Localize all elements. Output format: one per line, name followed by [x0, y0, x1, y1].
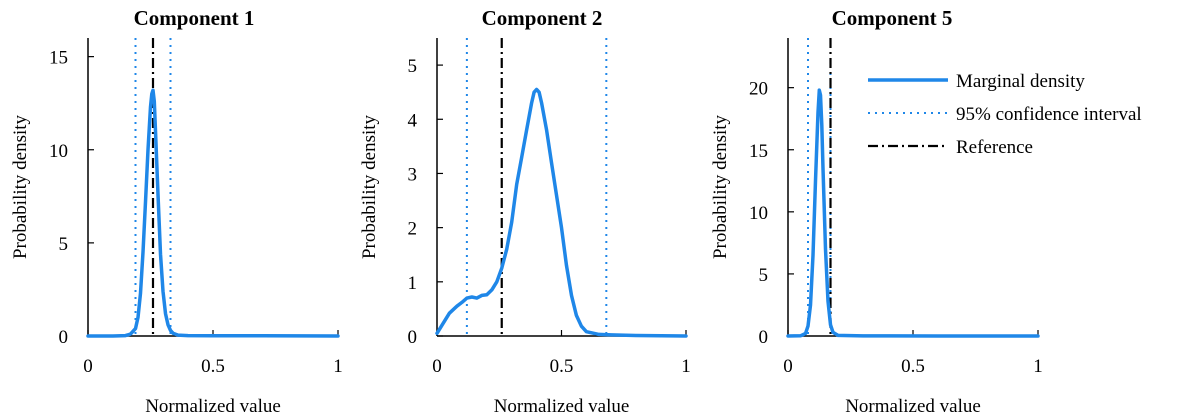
x-axis-label: Normalized value — [845, 396, 981, 417]
y-tick-label: 10 — [49, 141, 68, 162]
x-tick-label: 1 — [333, 356, 343, 377]
x-axis-label: Normalized value — [494, 396, 630, 417]
panel-title: Component 1 — [134, 6, 255, 30]
x-axis-label: Normalized value — [145, 396, 281, 417]
y-axis-label: Probability density — [10, 114, 31, 259]
density-curve — [86, 88, 340, 338]
x-tick-label: 0 — [83, 356, 93, 377]
x-tick-label: 0.5 — [201, 356, 225, 377]
y-tick-label: 15 — [49, 48, 68, 69]
x-tick-label: 1 — [681, 356, 691, 377]
panel-title: Component 2 — [482, 6, 603, 30]
x-tick-label: 1 — [1033, 356, 1043, 377]
y-tick-label: 20 — [749, 79, 768, 100]
y-tick-label: 10 — [749, 203, 768, 224]
y-tick-label: 4 — [408, 110, 418, 131]
y-axis-label: Probability density — [359, 114, 380, 259]
y-tick-label: 2 — [408, 219, 418, 240]
y-tick-label: 5 — [59, 234, 69, 255]
x-tick-label: 0.5 — [550, 356, 574, 377]
y-tick-label: 0 — [759, 327, 769, 348]
y-tick-label: 3 — [408, 164, 418, 185]
panel-2: Component 2 0 0.5 1 0 1 2 3 4 5 Normalized value Pr… — [359, 6, 691, 417]
legend-ci-label: 95% confidence interval — [956, 104, 1142, 125]
panel-title: Component 5 — [832, 6, 953, 30]
y-tick-label: 1 — [408, 273, 418, 294]
y-tick-label: 5 — [408, 56, 418, 77]
legend-density-label: Marginal density — [956, 71, 1085, 92]
y-axis-label: Probability density — [710, 114, 731, 259]
y-tick-label: 15 — [749, 141, 768, 162]
x-tick-label: 0.5 — [901, 356, 925, 377]
legend: Marginal density 95% confidence interval… — [868, 71, 1142, 158]
legend-reference-label: Reference — [956, 137, 1033, 158]
y-tick-label: 0 — [408, 327, 418, 348]
y-tick-label: 0 — [59, 327, 69, 348]
y-tick-label: 5 — [759, 265, 769, 286]
x-tick-label: 0 — [432, 356, 442, 377]
x-tick-label: 0 — [783, 356, 793, 377]
density-curve — [435, 87, 688, 338]
density-curve — [786, 88, 1040, 338]
